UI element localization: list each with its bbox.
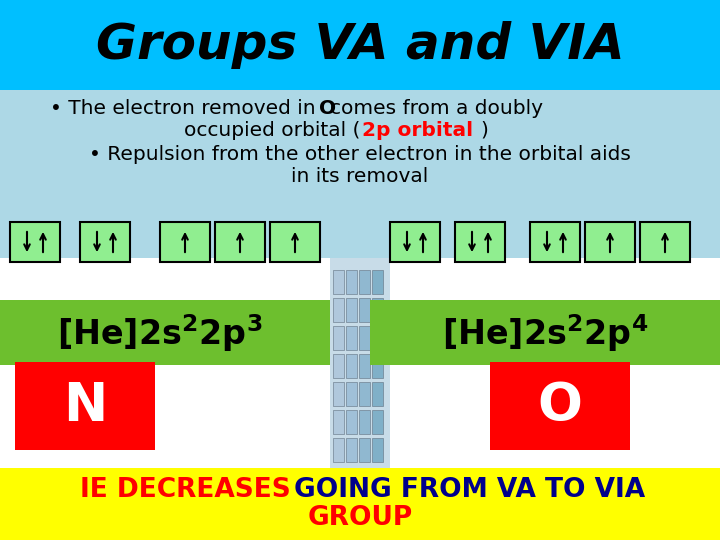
Text: occupied orbital (: occupied orbital (	[184, 120, 360, 139]
FancyBboxPatch shape	[346, 326, 357, 350]
FancyBboxPatch shape	[370, 300, 720, 365]
FancyBboxPatch shape	[346, 382, 357, 406]
FancyBboxPatch shape	[530, 222, 580, 262]
FancyBboxPatch shape	[390, 222, 440, 262]
FancyBboxPatch shape	[333, 438, 344, 462]
Text: $\mathbf{[He]2s^22p^4}$: $\mathbf{[He]2s^22p^4}$	[442, 312, 648, 354]
FancyBboxPatch shape	[346, 410, 357, 434]
Text: $\mathbf{[He]2s^22p^3}$: $\mathbf{[He]2s^22p^3}$	[57, 312, 263, 354]
FancyBboxPatch shape	[372, 298, 383, 322]
Text: ): )	[480, 120, 488, 139]
FancyBboxPatch shape	[359, 438, 370, 462]
Text: • The electron removed in: • The electron removed in	[50, 98, 315, 118]
Text: 2p orbital: 2p orbital	[362, 120, 473, 139]
FancyBboxPatch shape	[372, 382, 383, 406]
FancyBboxPatch shape	[333, 270, 344, 294]
FancyBboxPatch shape	[330, 258, 390, 468]
FancyBboxPatch shape	[346, 270, 357, 294]
FancyBboxPatch shape	[359, 298, 370, 322]
FancyBboxPatch shape	[333, 410, 344, 434]
FancyBboxPatch shape	[359, 326, 370, 350]
FancyBboxPatch shape	[333, 382, 344, 406]
FancyBboxPatch shape	[0, 468, 720, 540]
FancyBboxPatch shape	[346, 298, 357, 322]
Text: • Repulsion from the other electron in the orbital aids: • Repulsion from the other electron in t…	[89, 145, 631, 165]
Text: N: N	[63, 380, 107, 432]
FancyBboxPatch shape	[585, 222, 635, 262]
FancyBboxPatch shape	[372, 438, 383, 462]
FancyBboxPatch shape	[455, 222, 505, 262]
FancyBboxPatch shape	[346, 354, 357, 378]
FancyBboxPatch shape	[10, 222, 60, 262]
FancyBboxPatch shape	[372, 410, 383, 434]
FancyBboxPatch shape	[372, 270, 383, 294]
FancyBboxPatch shape	[359, 382, 370, 406]
FancyBboxPatch shape	[215, 222, 265, 262]
Text: IE DECREASES: IE DECREASES	[80, 477, 290, 503]
FancyBboxPatch shape	[0, 258, 720, 468]
Text: Groups VA and VIA: Groups VA and VIA	[96, 21, 624, 69]
FancyBboxPatch shape	[359, 270, 370, 294]
FancyBboxPatch shape	[359, 354, 370, 378]
FancyBboxPatch shape	[0, 300, 330, 365]
FancyBboxPatch shape	[15, 362, 155, 450]
Text: GOING FROM VA TO VIA: GOING FROM VA TO VIA	[294, 477, 646, 503]
Text: comes from a doubly: comes from a doubly	[330, 98, 543, 118]
FancyBboxPatch shape	[490, 362, 630, 450]
FancyBboxPatch shape	[372, 354, 383, 378]
Text: in its removal: in its removal	[292, 167, 428, 186]
FancyBboxPatch shape	[270, 222, 320, 262]
FancyBboxPatch shape	[359, 410, 370, 434]
FancyBboxPatch shape	[346, 438, 357, 462]
Text: O: O	[538, 380, 582, 432]
Text: O: O	[319, 98, 336, 118]
FancyBboxPatch shape	[333, 298, 344, 322]
FancyBboxPatch shape	[372, 326, 383, 350]
FancyBboxPatch shape	[333, 326, 344, 350]
FancyBboxPatch shape	[640, 222, 690, 262]
FancyBboxPatch shape	[160, 222, 210, 262]
FancyBboxPatch shape	[0, 0, 720, 90]
FancyBboxPatch shape	[80, 222, 130, 262]
FancyBboxPatch shape	[0, 90, 720, 262]
FancyBboxPatch shape	[333, 354, 344, 378]
Text: GROUP: GROUP	[307, 505, 413, 531]
